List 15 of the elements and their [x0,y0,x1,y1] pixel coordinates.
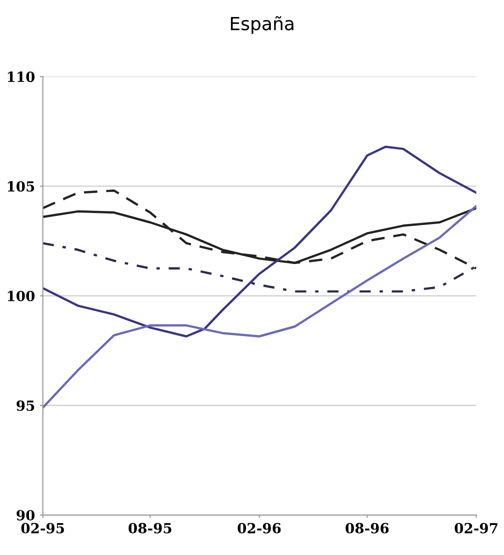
x-tick-label: 02-95 [21,522,64,534]
x-tick-label: 02-97 [454,522,498,534]
y-tick-label: 95 [16,400,34,411]
x-tick-label: 08-95 [128,522,172,534]
line-series [42,146,476,338]
x-tick-label: 02-96 [238,522,281,534]
y-tick-label: 90 [16,510,35,521]
line-series [42,204,476,409]
line-series [42,242,476,293]
chart-title: España [230,16,294,34]
x-tick-label: 08-96 [346,522,389,534]
y-tick-label: 110 [8,72,35,82]
line-series [42,189,476,270]
y-tick-label: 105 [8,181,34,192]
y-tick-label: 100 [8,290,35,302]
